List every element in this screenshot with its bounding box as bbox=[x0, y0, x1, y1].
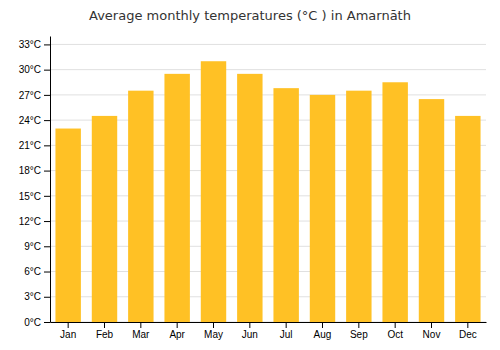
tick-mark bbox=[395, 322, 396, 328]
tick-label: 9°C bbox=[24, 241, 41, 252]
tick-mark bbox=[44, 297, 50, 298]
tick-mark bbox=[44, 221, 50, 222]
bar bbox=[419, 99, 444, 322]
bar bbox=[237, 74, 262, 322]
tick-label: Feb bbox=[96, 329, 114, 340]
bar bbox=[164, 74, 189, 322]
axis-line bbox=[50, 37, 51, 323]
axis-line bbox=[51, 322, 487, 323]
tick: 3°C bbox=[24, 291, 50, 302]
tick-label: Apr bbox=[169, 329, 185, 340]
tick-label: 6°C bbox=[24, 266, 41, 277]
tick: Dec bbox=[459, 322, 477, 340]
tick-mark bbox=[358, 322, 359, 328]
tick-label: 30°C bbox=[19, 64, 41, 75]
tick-mark bbox=[286, 322, 287, 328]
tick: Apr bbox=[169, 322, 185, 340]
tick-mark bbox=[249, 322, 250, 328]
tick: Feb bbox=[96, 322, 114, 340]
tick-label: 33°C bbox=[19, 39, 41, 50]
title: Average monthly temperatures (°C ) in Am… bbox=[89, 8, 411, 23]
tick-label: Aug bbox=[314, 329, 332, 340]
tick: 33°C bbox=[19, 39, 50, 50]
tick: Mar bbox=[132, 322, 150, 340]
bar bbox=[273, 88, 298, 322]
tick-mark bbox=[104, 322, 105, 328]
tick-mark bbox=[44, 246, 50, 247]
tick: 15°C bbox=[19, 191, 50, 202]
tick: May bbox=[204, 322, 223, 340]
chart: Average monthly temperatures (°C ) in Am… bbox=[0, 0, 500, 350]
tick-label: 21°C bbox=[19, 140, 41, 151]
tick-label: 18°C bbox=[19, 165, 41, 176]
tick-mark bbox=[44, 171, 50, 172]
tick-label: 12°C bbox=[19, 216, 41, 227]
bar bbox=[346, 91, 371, 322]
tick-mark bbox=[44, 145, 50, 146]
x-axis: Jan Feb Mar Apr May Jun Jul Aug Sep Oct Nov Dec bbox=[51, 322, 487, 340]
tick-label: 24°C bbox=[19, 115, 41, 126]
tick-mark bbox=[44, 95, 50, 96]
tick-mark bbox=[140, 322, 141, 328]
tick: 30°C bbox=[19, 64, 50, 75]
bar bbox=[92, 116, 117, 322]
tick: Aug bbox=[314, 322, 332, 340]
grid-line bbox=[50, 44, 486, 45]
tick-mark bbox=[44, 272, 50, 273]
tick-mark bbox=[68, 322, 69, 328]
tick: Nov bbox=[423, 322, 441, 340]
tick-mark bbox=[44, 44, 50, 45]
bar bbox=[201, 61, 226, 322]
tick: 27°C bbox=[19, 90, 50, 101]
tick-label: Jul bbox=[280, 329, 293, 340]
tick-label: 27°C bbox=[19, 90, 41, 101]
bar bbox=[128, 91, 153, 322]
bar bbox=[382, 82, 407, 322]
bar bbox=[310, 95, 335, 322]
tick-label: 15°C bbox=[19, 191, 41, 202]
tick-mark bbox=[44, 196, 50, 197]
tick: 6°C bbox=[24, 266, 50, 277]
tick-mark bbox=[213, 322, 214, 328]
tick-label: Mar bbox=[132, 329, 150, 340]
bars bbox=[55, 61, 480, 322]
tick-label: Jan bbox=[60, 329, 76, 340]
tick-label: Sep bbox=[350, 329, 368, 340]
tick: Jun bbox=[242, 322, 258, 340]
tick-mark bbox=[431, 322, 432, 328]
tick-mark bbox=[322, 322, 323, 328]
plot: 0°C 3°C 6°C 9°C 12°C 15°C 18°C 21°C 24°C 27°C 30°C… bbox=[19, 37, 487, 341]
bar bbox=[55, 129, 80, 322]
tick: 24°C bbox=[19, 115, 50, 126]
tick: 21°C bbox=[19, 140, 50, 151]
grid-line bbox=[50, 69, 486, 70]
tick: Oct bbox=[387, 322, 403, 340]
bar bbox=[455, 116, 480, 322]
grid bbox=[50, 44, 486, 322]
tick-label: 3°C bbox=[24, 291, 41, 302]
tick-label: Nov bbox=[423, 329, 441, 340]
tick-mark bbox=[44, 322, 50, 323]
tick-label: 0°C bbox=[24, 317, 41, 328]
tick-mark bbox=[44, 70, 50, 71]
tick: Sep bbox=[350, 322, 368, 340]
grid-line bbox=[50, 94, 486, 95]
tick-mark bbox=[467, 322, 468, 328]
tick: 18°C bbox=[19, 165, 50, 176]
tick: Jul bbox=[280, 322, 293, 340]
tick: 9°C bbox=[24, 241, 50, 252]
tick-label: May bbox=[204, 329, 223, 340]
tick-mark bbox=[44, 120, 50, 121]
tick-mark bbox=[177, 322, 178, 328]
tick: 0°C bbox=[24, 317, 50, 328]
tick: 12°C bbox=[19, 216, 50, 227]
y-axis: 0°C 3°C 6°C 9°C 12°C 15°C 18°C 21°C 24°C 27°C 30°C… bbox=[19, 37, 51, 328]
tick: Jan bbox=[60, 322, 76, 340]
tick-label: Oct bbox=[387, 329, 403, 340]
tick-label: Dec bbox=[459, 329, 477, 340]
tick-label: Jun bbox=[242, 329, 258, 340]
